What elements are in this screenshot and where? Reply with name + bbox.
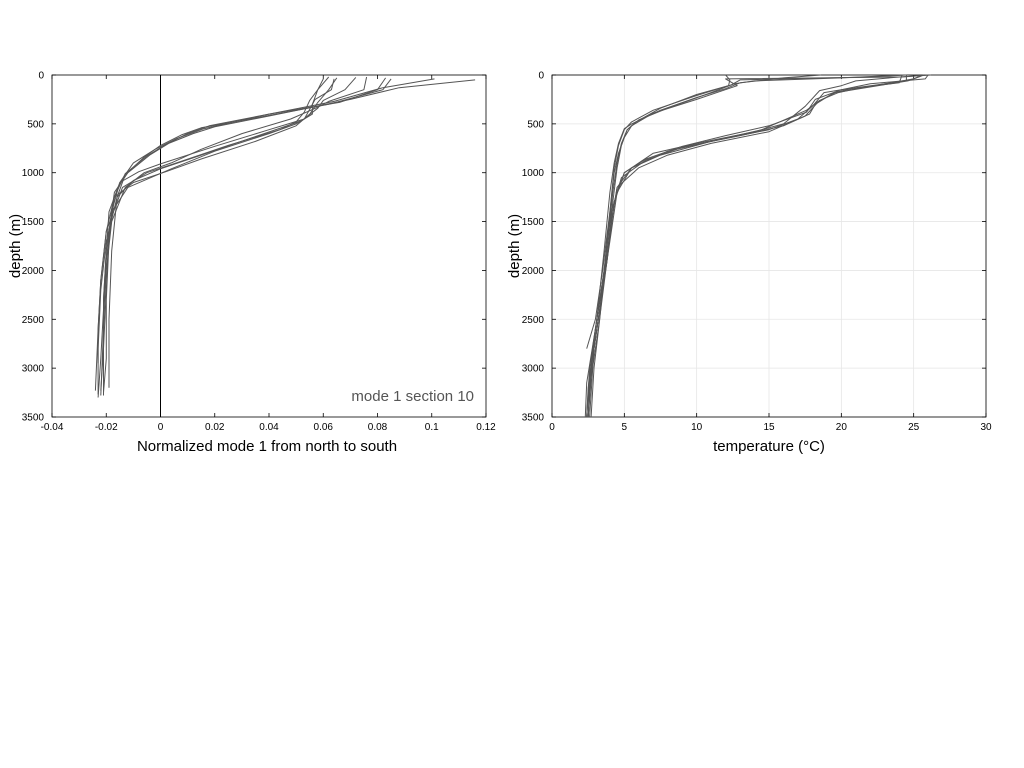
mode1-y-axis-label: depth (m)	[7, 214, 24, 278]
mode1-chart: -0.04 -0.02 0 0.02 0.04 0.06 0.08 0.1 0.12 0 500 10…	[7, 71, 496, 456]
mode1-x-axis-label: Normalized mode 1 from north to south	[137, 438, 397, 455]
y-tick-label: 1000	[522, 168, 545, 179]
x-tick-label: 30	[980, 422, 992, 433]
mode1-profile-line-6	[97, 77, 357, 395]
x-tick-label: 20	[836, 422, 848, 433]
x-tick-label: 0	[158, 422, 164, 433]
x-tick-label: 0.08	[368, 422, 388, 433]
temperature-profile-line-6	[587, 74, 929, 418]
y-tick-label: 3000	[522, 364, 545, 375]
mode1-series-group	[94, 76, 476, 398]
mode1-profile-line-3	[108, 78, 392, 388]
y-tick-label: 500	[527, 119, 544, 130]
x-tick-label: 15	[763, 422, 775, 433]
x-tick-label: 5	[622, 422, 628, 433]
mode1-profile-line-2	[103, 78, 435, 393]
temperature-profile-line-5	[587, 74, 932, 418]
temperature-profile-line-4	[584, 74, 929, 418]
y-tick-label: 1500	[22, 217, 45, 228]
mode1-profile-line-10	[97, 76, 330, 364]
temperature-x-axis-label: temperature (°C)	[713, 438, 825, 455]
y-tick-label: 3500	[522, 413, 545, 424]
temperature-profile-line-9	[586, 74, 903, 418]
temperature-profile-line-2	[590, 74, 907, 418]
temperature-ticks: 0 5 10 15 20 25 30 0 500 1000 1500 2000 2500 3000 3500	[522, 71, 992, 434]
y-tick-label: 3000	[22, 364, 45, 375]
mode1-annotation: mode 1 section 10	[351, 388, 474, 405]
y-tick-label: 2000	[22, 266, 45, 277]
x-tick-label: 0.12	[476, 422, 496, 433]
temperature-profile-line-11	[586, 74, 731, 349]
temperature-profile-line-8	[589, 74, 924, 418]
y-tick-label: 2500	[22, 315, 45, 326]
x-tick-label: -0.04	[41, 422, 64, 433]
temperature-profile-line-10	[587, 75, 922, 418]
temperature-chart: 0 5 10 15 20 25 30 0 500 1000 1500 2000 2500 3000 3500…	[506, 71, 992, 456]
x-tick-label: -0.02	[95, 422, 118, 433]
temperature-profile-line-1	[586, 74, 822, 418]
y-tick-label: 0	[538, 71, 544, 82]
y-tick-label: 0	[38, 71, 44, 82]
x-tick-label: 25	[908, 422, 920, 433]
mode1-profile-line-5	[100, 76, 368, 396]
x-tick-label: 0.04	[259, 422, 279, 433]
temperature-profile-line-7	[586, 75, 907, 418]
mode1-profile-line-9	[103, 78, 324, 388]
x-tick-label: 0.1	[425, 422, 439, 433]
y-tick-label: 1000	[22, 168, 45, 179]
mode1-profile-line-4	[97, 77, 387, 398]
y-tick-label: 2000	[522, 266, 545, 277]
x-tick-label: 0.02	[205, 422, 225, 433]
mode1-ticks: -0.04 -0.02 0 0.02 0.04 0.06 0.08 0.1 0.12 0 500 10…	[22, 71, 496, 434]
temperature-series-group	[584, 74, 932, 418]
x-tick-label: 0	[549, 422, 555, 433]
y-tick-label: 1500	[522, 217, 545, 228]
y-tick-label: 2500	[522, 315, 545, 326]
y-tick-label: 3500	[22, 413, 45, 424]
mode1-plot-frame	[51, 74, 487, 418]
x-tick-label: 10	[691, 422, 703, 433]
temperature-profile-line-3	[587, 74, 904, 418]
x-tick-label: 0.06	[314, 422, 334, 433]
temperature-y-axis-label: depth (m)	[506, 214, 523, 278]
y-tick-label: 500	[27, 119, 44, 130]
